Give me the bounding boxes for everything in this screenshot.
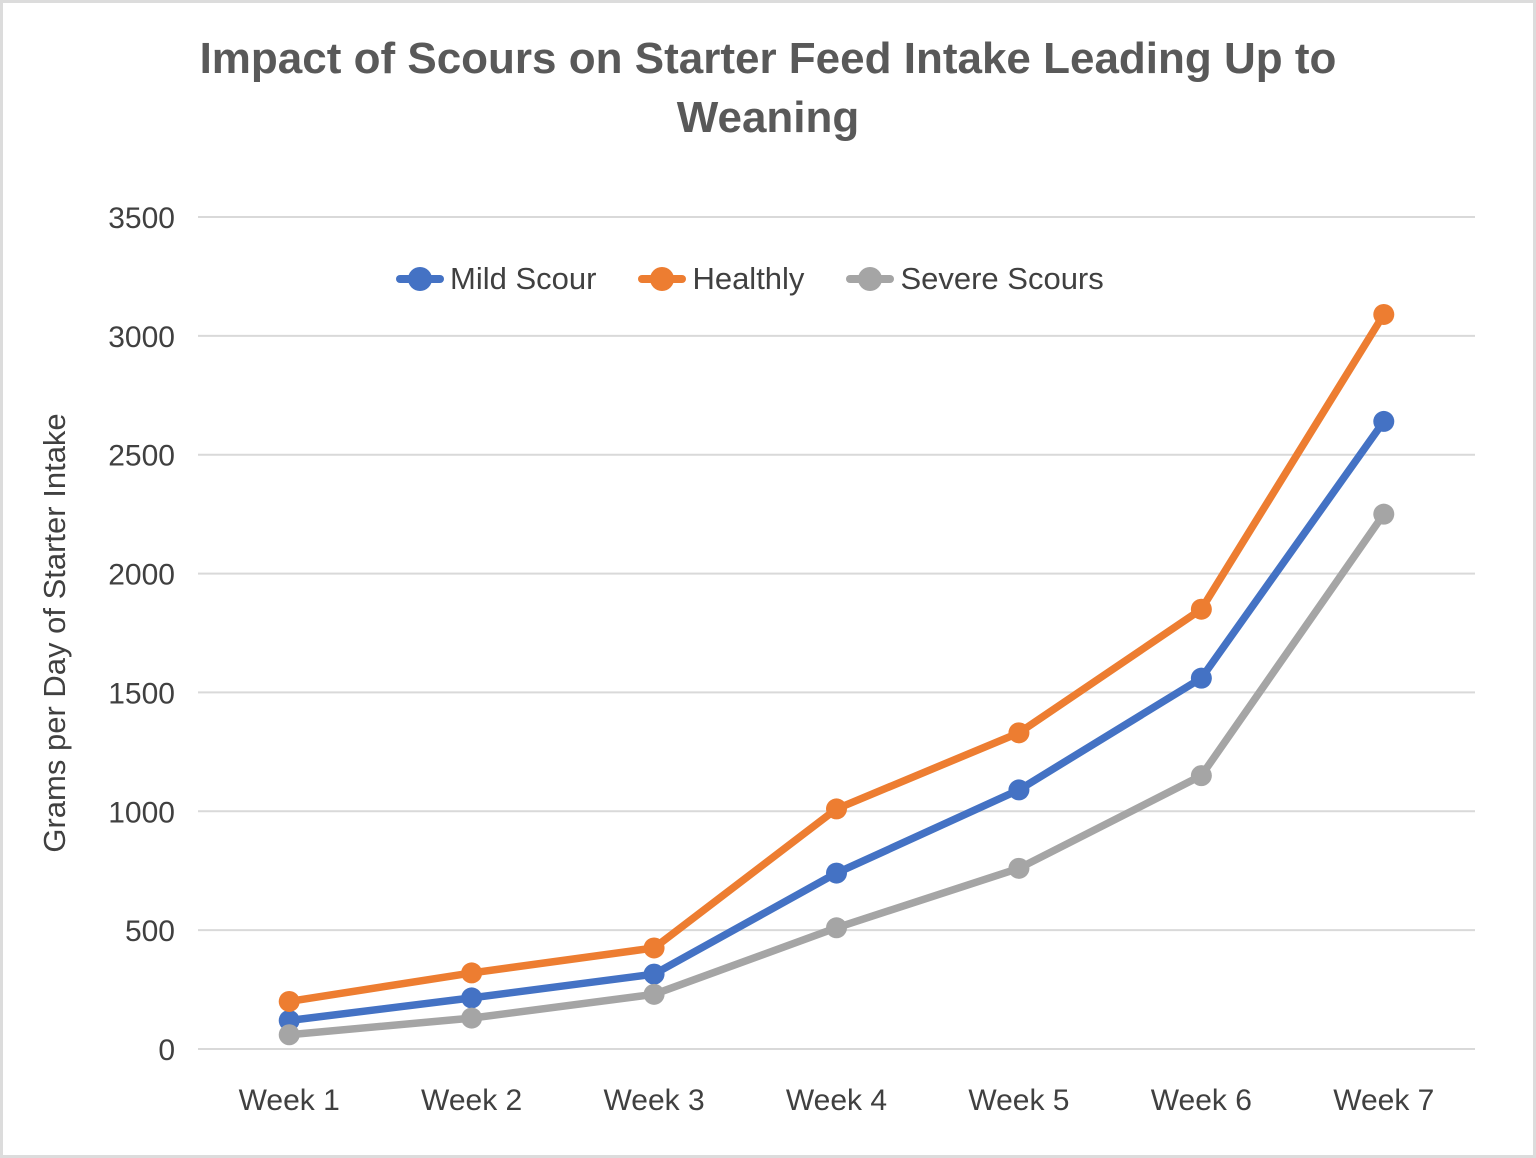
x-axis-label: Week 5 xyxy=(968,1084,1069,1117)
y-tick-label: 3500 xyxy=(108,202,175,235)
x-axis-label: Week 4 xyxy=(786,1084,887,1117)
data-point xyxy=(278,1024,300,1046)
legend-label: Severe Scours xyxy=(900,261,1104,296)
data-point xyxy=(461,1007,483,1029)
data-point xyxy=(1008,857,1030,879)
legend-item-healthly: Healthly xyxy=(638,261,804,297)
data-point xyxy=(1190,667,1212,689)
legend-item-mild-scour: Mild Scour xyxy=(396,261,596,297)
data-point xyxy=(826,917,847,939)
data-point xyxy=(1190,765,1212,787)
data-point xyxy=(826,862,847,884)
x-axis-label: Week 1 xyxy=(239,1084,340,1117)
chart-title-row: Impact of Scours on Starter Feed Intake … xyxy=(3,29,1533,148)
data-point xyxy=(643,937,665,959)
y-tick-label: 3000 xyxy=(108,321,175,354)
y-tick-label: 0 xyxy=(158,1034,175,1067)
x-axis-label: Week 6 xyxy=(1151,1084,1252,1117)
x-axis-label: Week 7 xyxy=(1333,1084,1434,1117)
data-point xyxy=(461,962,483,984)
legend: Mild Scour Healthly Severe Scours xyxy=(396,261,1104,297)
data-point xyxy=(1008,722,1030,744)
data-point xyxy=(1373,503,1395,525)
x-axis-label: Week 2 xyxy=(421,1084,522,1117)
data-point xyxy=(1190,598,1212,620)
legend-label: Mild Scour xyxy=(450,261,597,296)
line-marker-icon xyxy=(846,266,895,292)
line-marker-icon xyxy=(396,266,444,292)
y-axis-title: Grams per Day of Starter Intake xyxy=(37,413,72,852)
data-point xyxy=(461,987,483,1009)
data-point xyxy=(643,983,665,1005)
legend-label: Healthly xyxy=(692,261,805,296)
data-point xyxy=(826,798,847,820)
data-point xyxy=(1008,779,1030,801)
data-point xyxy=(278,990,300,1012)
y-tick-label: 2500 xyxy=(108,440,175,473)
line-marker-icon xyxy=(638,266,687,292)
series-line-severe-scours xyxy=(285,510,1388,1039)
y-tick-label: 500 xyxy=(125,915,175,948)
y-tick-label: 1500 xyxy=(108,677,175,710)
data-point xyxy=(643,963,665,985)
data-point xyxy=(1373,410,1395,432)
chart-canvas: Grams per Day of Starter Intake 0 500 1000… xyxy=(37,202,1475,1117)
y-tick-label: 1000 xyxy=(108,796,175,829)
y-tick-label: 2000 xyxy=(108,559,175,592)
chart-title: Impact of Scours on Starter Feed Intake … xyxy=(199,34,1337,143)
legend-item-severe-scours: Severe Scours xyxy=(846,261,1104,297)
x-axis-label: Week 3 xyxy=(603,1084,704,1117)
data-point xyxy=(1373,303,1395,325)
